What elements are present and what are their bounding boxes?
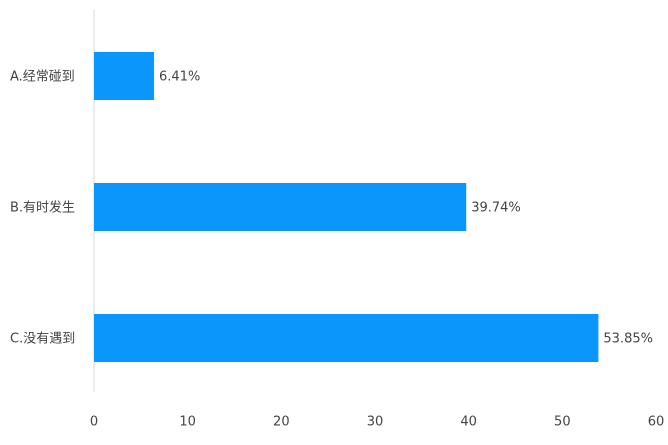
x-tick-label: 10 — [179, 415, 196, 430]
x-tick-label: 0 — [90, 415, 98, 430]
bar — [94, 314, 599, 362]
x-tick-label: 20 — [273, 415, 290, 430]
y-tick-label: B.有时发生 — [10, 200, 75, 216]
value-label: 39.74% — [471, 201, 521, 216]
x-tick-label: 60 — [648, 415, 665, 430]
x-tick-label: 30 — [367, 415, 384, 430]
value-label: 6.41% — [159, 70, 200, 85]
value-label: 53.85% — [603, 332, 653, 347]
bar — [94, 183, 467, 231]
bar — [94, 52, 155, 100]
x-tick-label: 40 — [460, 415, 477, 430]
x-tick-label: 50 — [554, 415, 571, 430]
y-tick-label: A.经常碰到 — [10, 70, 75, 85]
y-tick-label: C.没有遇到 — [10, 332, 75, 347]
